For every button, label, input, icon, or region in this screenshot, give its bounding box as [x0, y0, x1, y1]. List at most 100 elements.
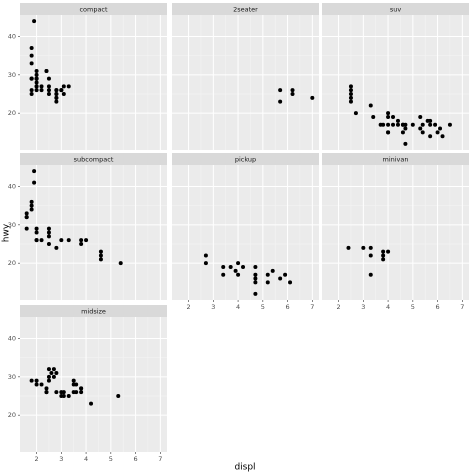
y-tick-label: 20: [8, 259, 16, 267]
point: [253, 272, 258, 277]
point: [34, 88, 39, 93]
y-tick-label: 30: [8, 221, 16, 229]
y-tick-label: 20: [8, 109, 16, 117]
point: [348, 88, 353, 93]
point: [368, 103, 373, 108]
point: [51, 367, 56, 372]
point: [61, 92, 66, 97]
x-tick-label: 2: [35, 455, 39, 463]
point: [368, 253, 373, 258]
point: [46, 234, 51, 239]
panel-background: [20, 15, 167, 150]
strip-label: 2seater: [233, 6, 258, 14]
point: [391, 122, 396, 127]
strip-label: pickup: [235, 156, 256, 164]
point: [46, 226, 51, 231]
point: [61, 84, 66, 89]
point: [440, 134, 445, 139]
point: [98, 253, 103, 258]
x-tick-label: 7: [460, 303, 464, 311]
point: [253, 276, 258, 281]
point: [29, 45, 34, 50]
point: [51, 374, 56, 379]
point: [348, 95, 353, 100]
x-axis-title: displ: [234, 463, 255, 473]
point: [288, 280, 293, 285]
point: [265, 272, 270, 277]
point: [29, 378, 34, 383]
x-tick-label: 3: [361, 303, 365, 311]
strip-background: [20, 305, 167, 317]
point: [435, 130, 440, 135]
point: [433, 122, 438, 127]
x-tick-label: 3: [211, 303, 215, 311]
y-tick-label: 30: [8, 373, 16, 381]
panel-background: [172, 15, 319, 150]
point: [44, 386, 49, 391]
strip-background: [20, 153, 167, 165]
point: [290, 88, 295, 93]
point: [34, 238, 39, 243]
point: [353, 111, 358, 116]
point: [34, 84, 39, 89]
point: [29, 199, 34, 204]
x-tick-label: 5: [109, 455, 113, 463]
x-tick-label: 7: [310, 303, 314, 311]
point: [278, 99, 283, 104]
point: [66, 238, 71, 243]
point: [228, 265, 233, 270]
point: [236, 272, 241, 277]
point: [59, 238, 64, 243]
point: [395, 118, 400, 123]
strip-label: compact: [79, 6, 108, 14]
point: [203, 261, 208, 266]
point: [39, 84, 44, 89]
x-tick-label: 4: [386, 303, 390, 311]
point: [34, 76, 39, 81]
point: [54, 95, 59, 100]
point: [46, 367, 51, 372]
point: [39, 88, 44, 93]
point: [278, 276, 283, 281]
point: [79, 238, 84, 243]
x-tick-label: 4: [236, 303, 240, 311]
panel-background: [172, 165, 319, 300]
point: [74, 382, 79, 387]
point: [32, 180, 37, 185]
point: [29, 88, 34, 93]
point: [46, 92, 51, 97]
point: [74, 390, 79, 395]
panel-background: [322, 15, 469, 150]
y-tick-label: 20: [8, 411, 16, 419]
x-tick-label: 4: [84, 455, 88, 463]
point: [371, 115, 376, 120]
point: [221, 272, 226, 277]
point: [420, 130, 425, 135]
point: [253, 280, 258, 285]
point: [54, 88, 59, 93]
strip-background: [172, 3, 319, 15]
point: [386, 130, 391, 135]
point: [29, 92, 34, 97]
point: [61, 394, 66, 399]
point: [381, 257, 386, 262]
point: [386, 115, 391, 120]
point: [428, 134, 433, 139]
point: [71, 378, 76, 383]
point: [34, 230, 39, 235]
strip-background: [20, 3, 167, 15]
point: [34, 382, 39, 387]
point: [66, 84, 71, 89]
point: [253, 265, 258, 270]
point: [361, 245, 366, 250]
point: [29, 76, 34, 81]
point: [283, 272, 288, 277]
point: [203, 253, 208, 258]
y-tick-label: 40: [8, 182, 16, 190]
point: [79, 242, 84, 247]
x-tick-label: 2: [337, 303, 341, 311]
strip-background: [172, 153, 319, 165]
point: [79, 390, 84, 395]
y-tick-label: 40: [8, 334, 16, 342]
